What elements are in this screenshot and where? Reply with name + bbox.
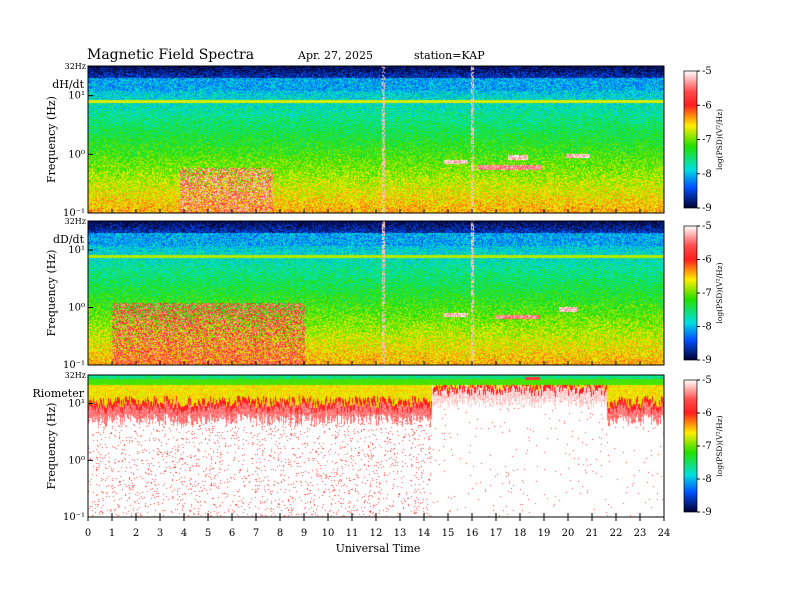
x-tick-label: 1 xyxy=(109,528,115,539)
spectrogram-image xyxy=(88,221,664,365)
x-tick-label: 16 xyxy=(466,528,479,539)
station-label: station=KAP xyxy=(414,49,485,62)
spectrogram-image xyxy=(88,66,664,213)
x-tick-label: 12 xyxy=(370,528,383,539)
colorbar-tick-label: -8 xyxy=(702,169,712,180)
x-tick-label: 2 xyxy=(133,528,139,539)
y-tick-label: 10⁰ xyxy=(68,149,85,160)
x-tick-label: 9 xyxy=(301,528,307,539)
colorbar-label: log(PSD)(V²/Hz) xyxy=(715,415,724,476)
x-tick-label: 3 xyxy=(157,528,163,539)
colorbar-tick-label: -7 xyxy=(702,288,712,299)
y-tick-label: 10⁰ xyxy=(68,303,85,314)
x-tick-label: 4 xyxy=(181,528,187,539)
x-tick-label: 19 xyxy=(538,528,551,539)
x-tick-label: 0 xyxy=(85,528,91,539)
x-axis-label: Universal Time xyxy=(336,542,421,555)
colorbar-tick-label: -5 xyxy=(702,221,712,232)
x-tick-label: 6 xyxy=(229,528,235,539)
y-tick-label: 10⁻¹ xyxy=(63,512,85,523)
colorbar-label: log(PSD)(V²/Hz) xyxy=(715,262,724,323)
x-tick-label: 10 xyxy=(322,528,335,539)
colorbar-label: log(PSD)(V²/Hz) xyxy=(715,109,724,170)
colorbar xyxy=(683,379,698,513)
x-tick-label: 11 xyxy=(346,528,359,539)
y-axis-label: Frequency (Hz) xyxy=(45,96,58,183)
x-tick-label: 7 xyxy=(253,528,259,539)
top-frequency-label: 32Hz xyxy=(65,371,86,380)
y-axis-label: Frequency (Hz) xyxy=(45,250,58,337)
top-frequency-label: 32Hz xyxy=(65,62,86,71)
panel-label: dH/dt xyxy=(52,78,84,91)
top-frequency-label: 32Hz xyxy=(65,217,86,226)
x-tick-label: 22 xyxy=(610,528,623,539)
colorbar-tick-label: -8 xyxy=(702,474,712,485)
y-tick-label: 10⁻¹ xyxy=(63,208,85,219)
x-tick-label: 24 xyxy=(658,528,671,539)
colorbar-tick-label: -9 xyxy=(702,355,712,366)
y-tick-label: 10¹ xyxy=(68,399,85,410)
x-tick-label: 5 xyxy=(205,528,211,539)
colorbar xyxy=(683,225,698,361)
x-tick-label: 8 xyxy=(277,528,283,539)
x-axis: 0 1 2 3 4 5 6 7 8 9 10 11 12 13 14 15 16 17 18 19 20 21 22 23 24 xyxy=(85,517,671,539)
x-tick-label: 17 xyxy=(490,528,503,539)
colorbar-tick-label: -9 xyxy=(702,507,712,518)
x-tick-label: 20 xyxy=(562,528,575,539)
y-tick-label: 10⁻¹ xyxy=(63,360,85,371)
colorbar-tick-label: -7 xyxy=(702,441,712,452)
panel-label: dD/dt xyxy=(53,233,85,246)
colorbar-tick-label: -6 xyxy=(702,100,712,111)
date-label: Apr. 27, 2025 xyxy=(297,49,373,62)
x-tick-label: 15 xyxy=(442,528,455,539)
colorbar-tick-label: -7 xyxy=(702,135,712,146)
panel-label: Riometer xyxy=(32,387,84,400)
x-tick-label: 13 xyxy=(394,528,407,539)
y-axis-label: Frequency (Hz) xyxy=(45,403,58,490)
colorbar-tick-label: -9 xyxy=(702,203,712,214)
colorbar-tick-label: -5 xyxy=(702,66,712,77)
y-tick-label: 10¹ xyxy=(68,245,85,256)
colorbar xyxy=(683,70,698,209)
figure-title: Magnetic Field Spectra xyxy=(87,47,254,63)
x-tick-label: 21 xyxy=(586,528,599,539)
colorbar-tick-label: -6 xyxy=(702,408,712,419)
x-tick-label: 18 xyxy=(514,528,527,539)
x-tick-label: 14 xyxy=(418,528,431,539)
y-tick-label: 10¹ xyxy=(68,91,85,102)
spectrogram-image xyxy=(88,375,664,517)
x-tick-label: 23 xyxy=(634,528,647,539)
colorbar-tick-label: -6 xyxy=(702,255,712,266)
y-tick-label: 10⁰ xyxy=(68,455,85,466)
colorbar-tick-label: -8 xyxy=(702,322,712,333)
colorbar-tick-label: -5 xyxy=(702,375,712,386)
